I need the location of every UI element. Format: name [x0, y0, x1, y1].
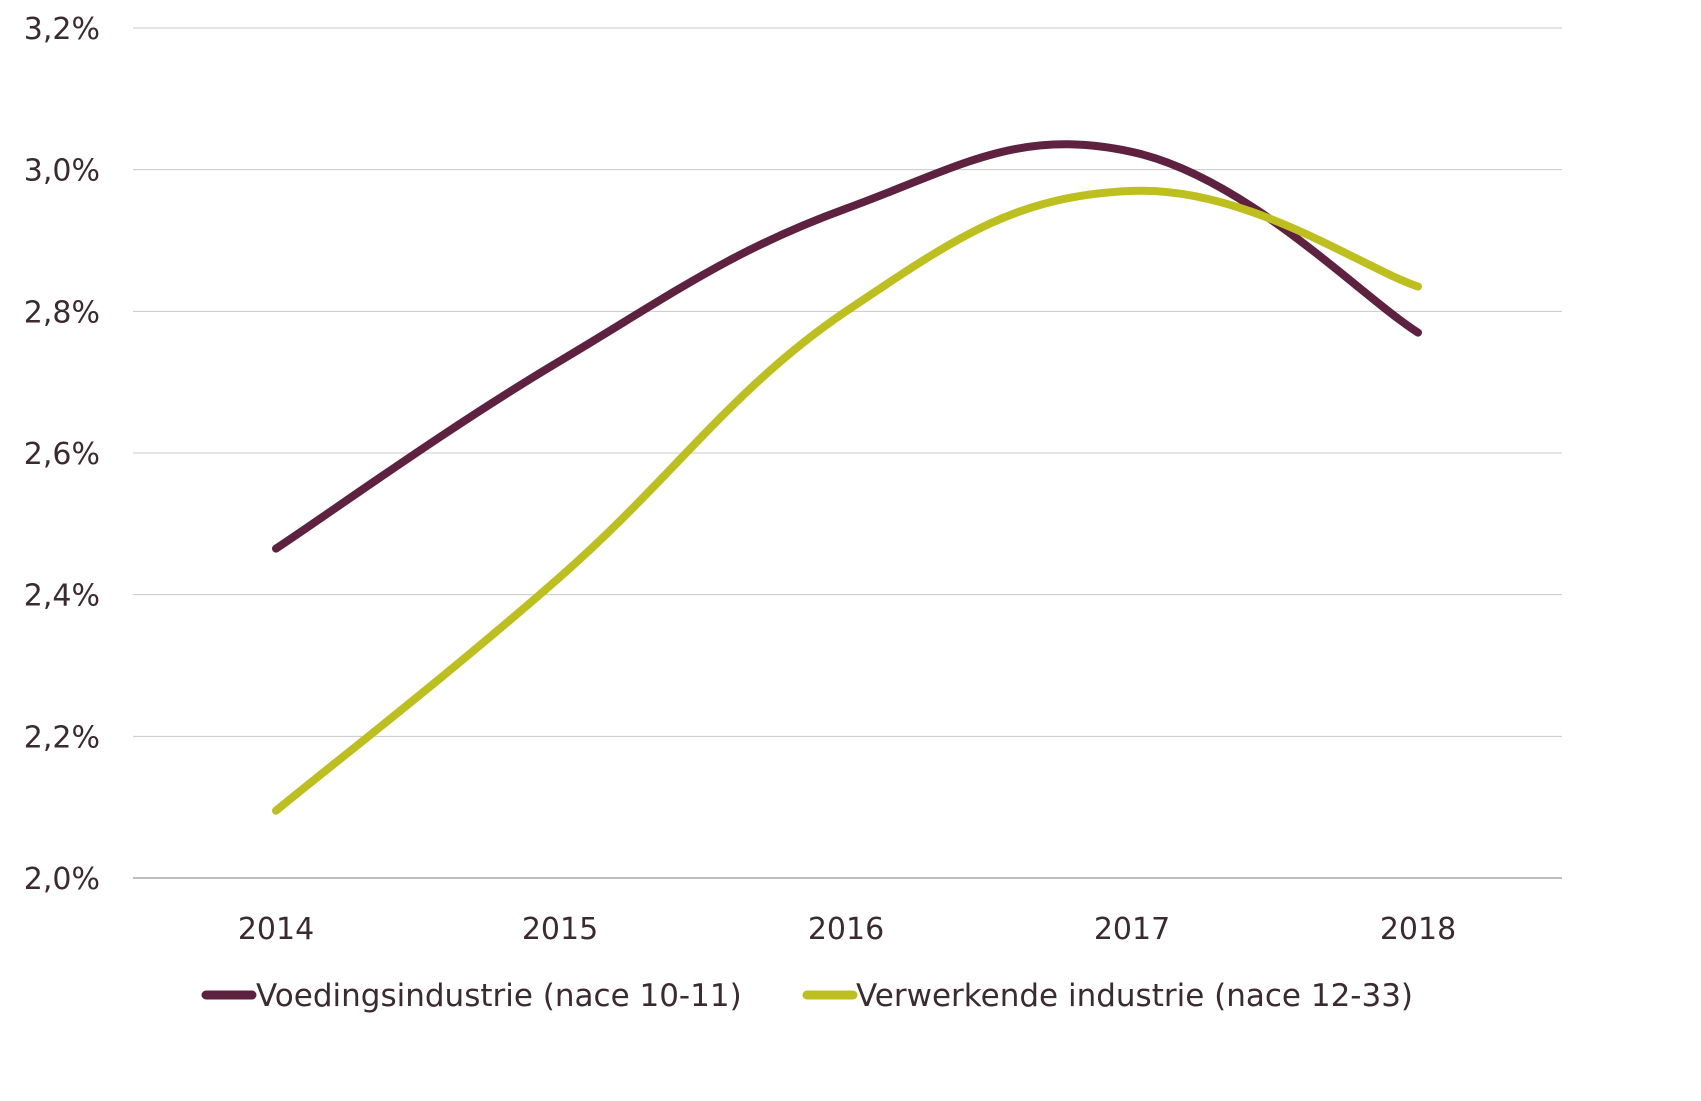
data-point: [1417, 286, 1419, 288]
y-tick-label: 3,2%: [24, 12, 100, 47]
y-tick-label: 2,0%: [24, 862, 100, 897]
data-point: [845, 310, 847, 312]
y-tick-label: 2,6%: [24, 437, 100, 472]
x-tick-label: 2018: [1380, 912, 1456, 947]
legend-item-2: Verwerkende industrie (nace 12-33): [802, 978, 1413, 1014]
data-point: [559, 360, 561, 362]
series-line-1: [272, 140, 1422, 553]
series-line-2: [272, 186, 1422, 815]
x-tick-label: 2017: [1094, 912, 1170, 947]
y-tick-label: 3,0%: [24, 154, 100, 189]
y-tick-label: 2,4%: [24, 579, 100, 614]
data-point: [1417, 332, 1419, 334]
x-axis: 2014 2015 2016 2017 2018: [238, 912, 1456, 947]
data-point: [845, 208, 847, 210]
x-tick-label: 2014: [238, 912, 314, 947]
y-tick-label: 2,2%: [24, 720, 100, 755]
y-axis: 2,0% 2,2% 2,4% 2,6% 2,8% 3,0% 3,2%: [24, 12, 100, 897]
x-tick-label: 2016: [808, 912, 884, 947]
data-point: [559, 576, 561, 578]
legend-item-1: Voedingsindustrie (nace 10-11): [201, 978, 742, 1014]
data-point: [1131, 151, 1133, 153]
legend-label: Verwerkende industrie (nace 12-33): [856, 978, 1413, 1014]
data-point: [275, 810, 277, 812]
data-point: [275, 548, 277, 550]
data-point: [1131, 190, 1133, 192]
legend-label: Voedingsindustrie (nace 10-11): [256, 978, 742, 1014]
y-tick-label: 2,8%: [24, 295, 100, 330]
series-group: [272, 140, 1422, 815]
x-tick-label: 2015: [522, 912, 598, 947]
legend: Voedingsindustrie (nace 10-11) Verwerkend…: [201, 978, 1413, 1014]
